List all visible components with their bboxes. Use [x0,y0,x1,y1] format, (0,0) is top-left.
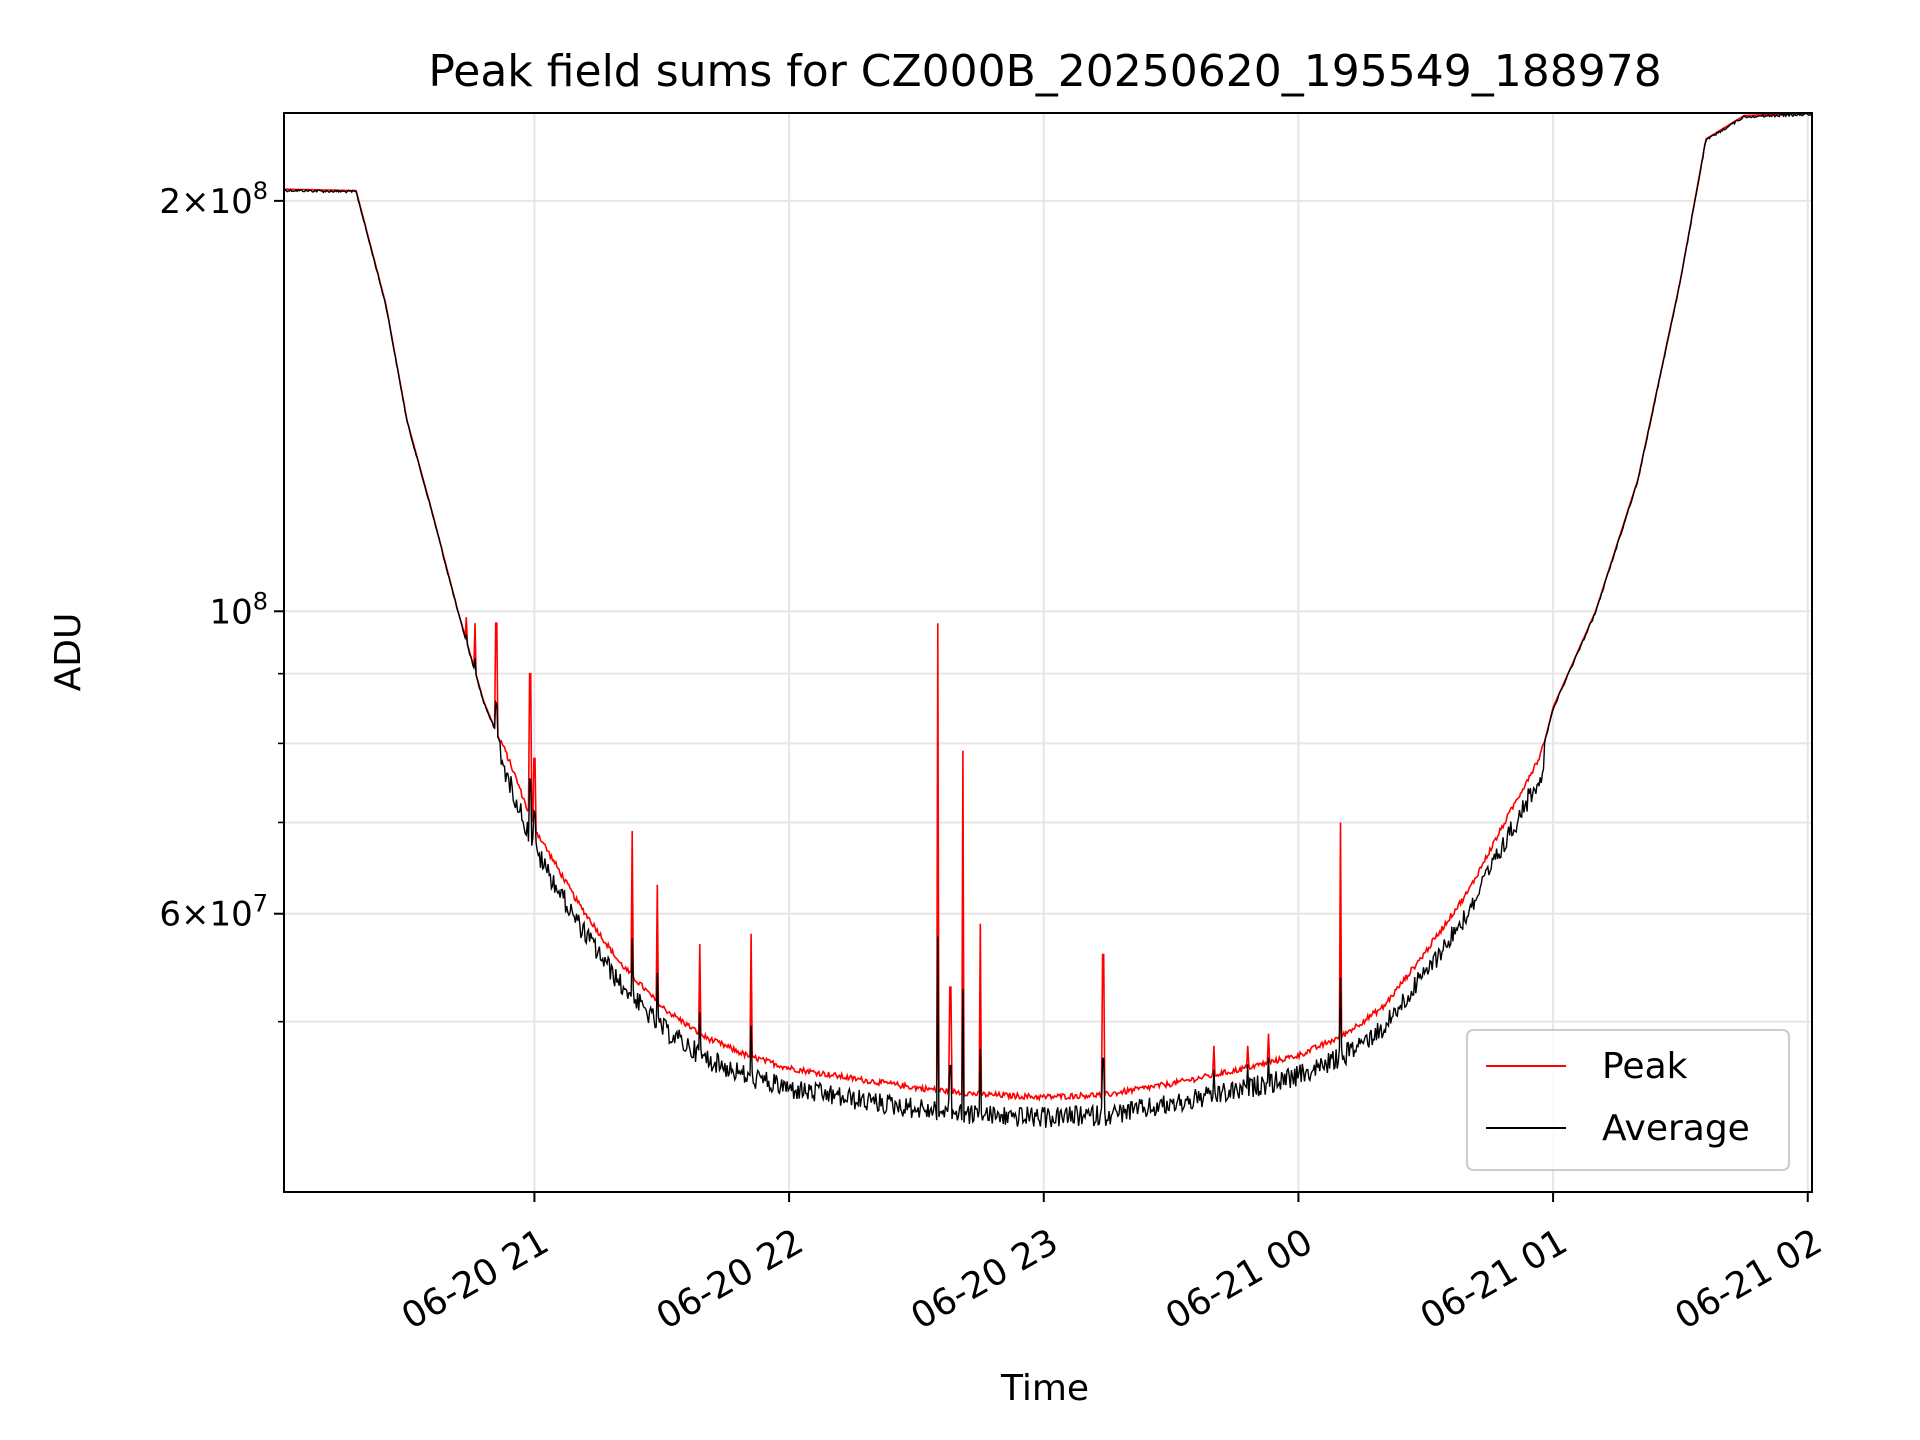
y-axis-label: ADU [48,613,89,692]
plot-area [284,113,1812,1128]
y-tick-label: 6×107 [159,890,268,935]
x-tick-label: 06-20 23 [904,1221,1065,1337]
series-line-peak [284,113,1812,1102]
x-tick-label: 06-21 00 [1159,1221,1320,1337]
x-tick-label: 06-20 22 [650,1221,811,1337]
x-axis: 06-20 21 06-20 22 06-20 23 06-21 00 06-21 01… [395,1192,1829,1338]
y-axis: 6×107 108 2×108 [159,177,284,1023]
legend: Peak Average [1466,1029,1790,1171]
x-axis-label: Time [1000,1368,1089,1409]
series-line-average [284,113,1812,1128]
axes-frame [283,112,1813,1193]
x-tick-label: 06-21 02 [1668,1221,1829,1337]
chart-title: Peak field sums for CZ000B_20250620_1955… [428,46,1661,97]
y-tick-label: 2×108 [159,177,268,222]
x-tick-label: 06-20 21 [395,1221,556,1337]
x-tick-label: 06-21 01 [1414,1221,1575,1337]
legend-label-peak: Peak [1602,1046,1688,1087]
grid [284,113,1812,1192]
y-tick-label: 108 [209,587,268,632]
legend-label-average: Average [1602,1108,1750,1149]
